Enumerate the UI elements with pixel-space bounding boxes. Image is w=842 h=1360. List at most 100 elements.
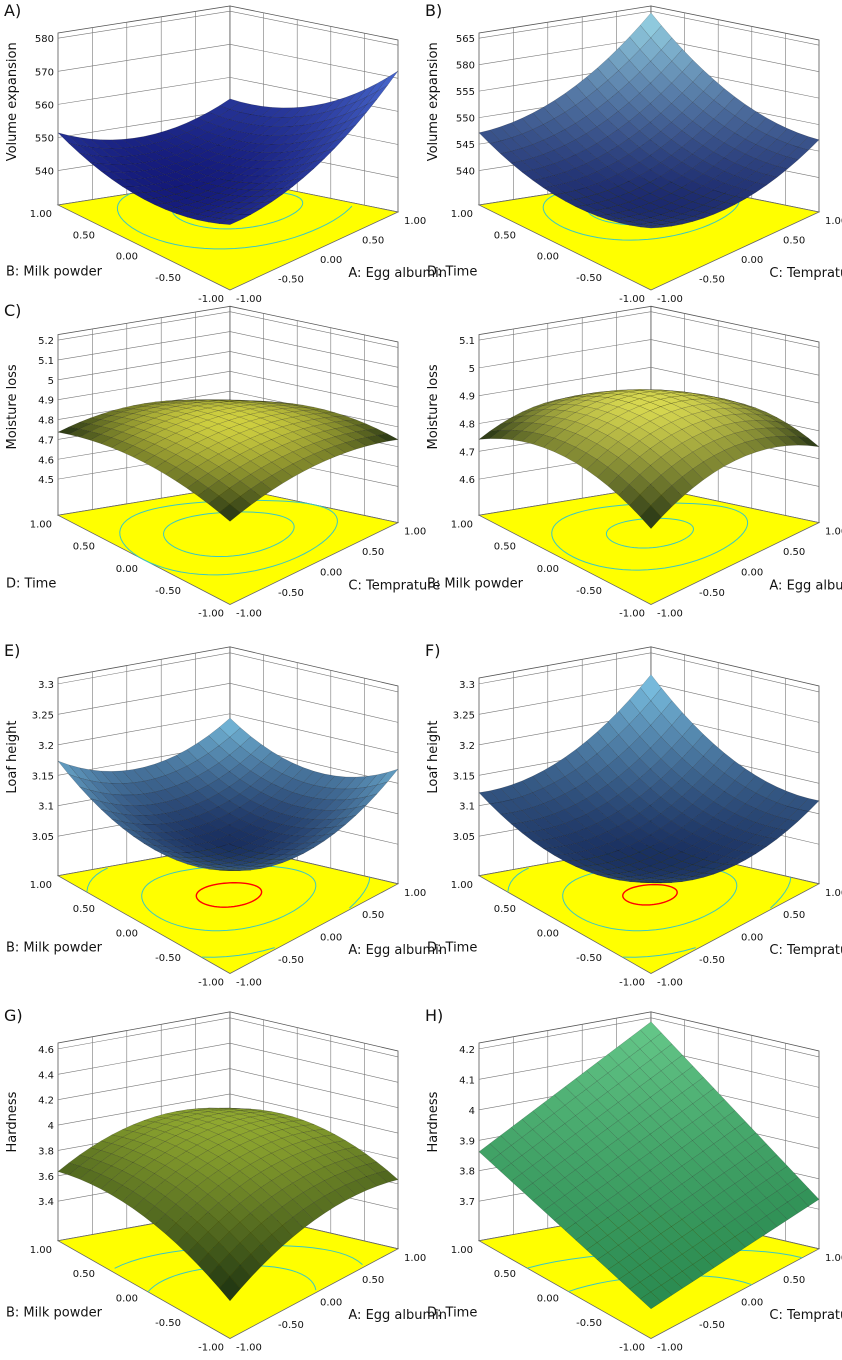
surface-patch [692,398,714,405]
surface-patch [606,859,630,868]
surface-patch [521,432,544,445]
surface-patch [628,197,651,208]
surface-patch [228,131,251,142]
surface-patch [89,1174,113,1190]
surface-patch [734,167,757,180]
surface-patch [681,864,704,872]
surface-patch [553,192,577,202]
surface-patch [542,185,566,195]
surface-patch [596,1128,619,1148]
left-tick-label: -1.00 [198,978,224,989]
surface-patch [100,792,123,806]
surface-patch [786,435,810,446]
left-tick-label: -0.50 [576,953,602,964]
surface-patch [650,1250,672,1269]
surface-patch [345,1180,367,1196]
surface-patch [532,839,555,849]
wall-grid [478,311,820,348]
surface-patch [596,862,619,870]
surface-patch [175,1150,198,1165]
surface-patch [355,91,378,111]
surface-patch [671,879,694,882]
surface-patch [553,1212,576,1231]
surface-patch [292,842,314,850]
surface-patch [271,401,294,404]
surface-patch [271,773,294,789]
panel-label: C) [4,301,21,320]
surface-patch [334,814,357,828]
right-axis-title: A: Egg albumin [348,1308,447,1323]
surface-patch [217,1139,241,1151]
surface-patch [585,864,609,871]
left-tick-label: 1.00 [30,519,52,530]
z-tick-label: 4 [48,1121,54,1132]
surface-patch [207,778,230,794]
left-axis-title: D: Time [6,576,56,591]
surface-patch [585,836,608,848]
surface-patch [250,407,272,413]
surface-patch [334,807,357,820]
surface-patch [376,1170,399,1183]
surface-patch [639,37,662,62]
z-tick-label: 4.9 [459,392,475,403]
left-tick-label: 1.00 [30,209,52,220]
surface-patch [596,744,619,766]
surface-patch [218,503,241,522]
surface-patch [282,407,304,413]
surface-patch [575,425,598,439]
z-tick-label: 3.8 [459,1167,475,1178]
right-axis-title: C: Temprature [769,266,842,281]
z-tick-label: 3.3 [38,680,54,691]
z-axis-title: Loaf height [426,721,441,794]
right-tick-label: 0.50 [362,236,384,247]
surface-patch [324,412,346,417]
surface-patch [745,439,767,453]
right-tick-label: -1.00 [236,978,262,989]
panel: 540 550 560 570 580 1.00 0.50 0.00 -0.50 -1.00 -1.… [4,1,447,305]
surface-patch [629,474,651,495]
surface-patch [670,1129,693,1149]
surface-patch [219,1107,241,1110]
surface-patch [553,441,576,458]
left-tick-label: 1.00 [451,209,473,220]
right-tick-label: 0.00 [320,1298,342,1309]
right-tick-label: 0.00 [741,568,763,579]
surface-patch [197,1252,220,1277]
z-axis-title: Hardness [5,1091,20,1152]
surface-patch [175,122,199,133]
surface-patch [207,847,230,855]
surface-patch [175,150,198,161]
surface-patch [660,724,683,749]
surface-patch [68,142,91,156]
surface-patch [185,423,209,433]
surface-patch [618,484,641,506]
wall-grid [478,652,820,693]
surface-patch [334,1171,357,1186]
surface-patch [692,432,715,447]
surface-patch [564,1205,587,1224]
surface-patch [596,199,619,209]
surface-patch [776,1165,799,1185]
surface-patch [186,1144,209,1158]
surface-patch [176,859,198,866]
surface-patch [175,795,198,809]
surface-patch [650,736,672,760]
surface-patch [532,829,555,841]
right-tick-label: -0.50 [278,1320,304,1331]
surface-patch [755,174,778,186]
surface-patch [671,442,694,460]
surface-patch [143,443,166,456]
right-tick-label: 0.50 [783,547,805,558]
surface-patch [628,415,651,428]
surface-patch [723,1147,746,1166]
surface-patch [670,796,693,814]
left-tick-label: 1.00 [30,880,52,891]
left-tick-label: -1.00 [619,978,645,989]
surface-patch [638,395,662,403]
surface-patch [596,136,619,153]
left-tick-label: 1.00 [451,880,473,891]
surface-patch [660,485,683,507]
surface-patch [143,838,166,847]
right-tick-label: 1.00 [825,1253,842,1264]
surface-patch [132,450,156,463]
